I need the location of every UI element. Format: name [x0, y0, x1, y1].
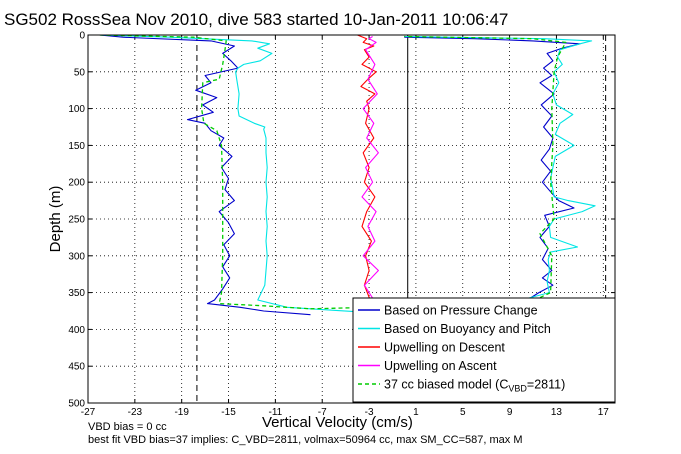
- y-tick-label: 200: [68, 178, 85, 189]
- legend-label: Upwelling on Descent: [384, 341, 505, 355]
- legend-label: 37 cc biased model (CVBD=2811): [384, 378, 565, 394]
- x-tick-label: -7: [318, 407, 327, 418]
- pressure-change-series: [99, 35, 581, 316]
- ascent-upwelling-series: [361, 36, 379, 301]
- x-tick-label: -27: [81, 407, 96, 418]
- legend-box: [352, 297, 616, 403]
- y-tick-label: 350: [68, 288, 85, 299]
- series-line: [357, 35, 377, 301]
- plot-frame: [87, 34, 616, 404]
- series-line: [310, 35, 567, 310]
- x-tick-label: 9: [507, 407, 513, 418]
- series-line: [99, 35, 311, 316]
- x-tick-label: -3: [365, 407, 374, 418]
- series-line: [99, 35, 405, 317]
- y-tick-label: 100: [68, 104, 85, 115]
- x-tick-label: 1: [413, 407, 419, 418]
- x-tick-label: -23: [128, 407, 143, 418]
- legend-label: Upwelling on Ascent: [384, 359, 497, 373]
- y-tick-label: 50: [74, 67, 86, 78]
- series-group: [99, 35, 596, 317]
- x-tick-label: 13: [551, 407, 563, 418]
- best-fit-note: best fit VBD bias=37 implies: C_VBD=2811…: [88, 434, 523, 446]
- y-tick-label: 250: [68, 215, 85, 226]
- y-axis-label: Depth (m): [47, 186, 64, 253]
- x-tick-label: -19: [174, 407, 189, 418]
- legend: Based on Pressure Change Based on Buoyanc…: [352, 297, 616, 403]
- x-tick-label: -15: [221, 407, 236, 418]
- chart-title: SG502 RossSea Nov 2010, dive 583 started…: [4, 10, 508, 29]
- vbd-bias-note: VBD bias = 0 cc: [88, 421, 167, 433]
- x-tick-label: 17: [598, 407, 610, 418]
- series-line: [99, 35, 311, 310]
- y-tick-label: 0: [79, 31, 85, 42]
- x-axis-label: Vertical Velocity (cm/s): [262, 414, 413, 431]
- biased-model-series: [99, 35, 567, 310]
- x-tick-labels: -27 -23 -19 -15 -11 -7 -3 1 5 9 13 17: [81, 407, 610, 418]
- legend-label: Based on Buoyancy and Pitch: [384, 322, 551, 336]
- y-tick-label: 450: [68, 362, 85, 373]
- y-tick-label: 150: [68, 141, 85, 152]
- y-tick-label: 500: [68, 399, 85, 410]
- x-tick-label: 5: [460, 407, 466, 418]
- y-tick-label: 300: [68, 251, 85, 262]
- y-tick-labels: 0 50 100 150 200 250 300 350 400 450 500: [68, 31, 85, 410]
- x-tick-label: -11: [269, 407, 283, 418]
- series-line: [361, 36, 379, 301]
- descent-upwelling-series: [357, 35, 377, 301]
- y-tick-label: 400: [68, 325, 85, 336]
- series-line: [404, 36, 581, 301]
- legend-label: Based on Pressure Change: [384, 304, 538, 318]
- plot-area: -27 -23 -19 -15 -11 -7 -3 1 5 9 13 17 0 50 100 150 200 2…: [68, 31, 616, 418]
